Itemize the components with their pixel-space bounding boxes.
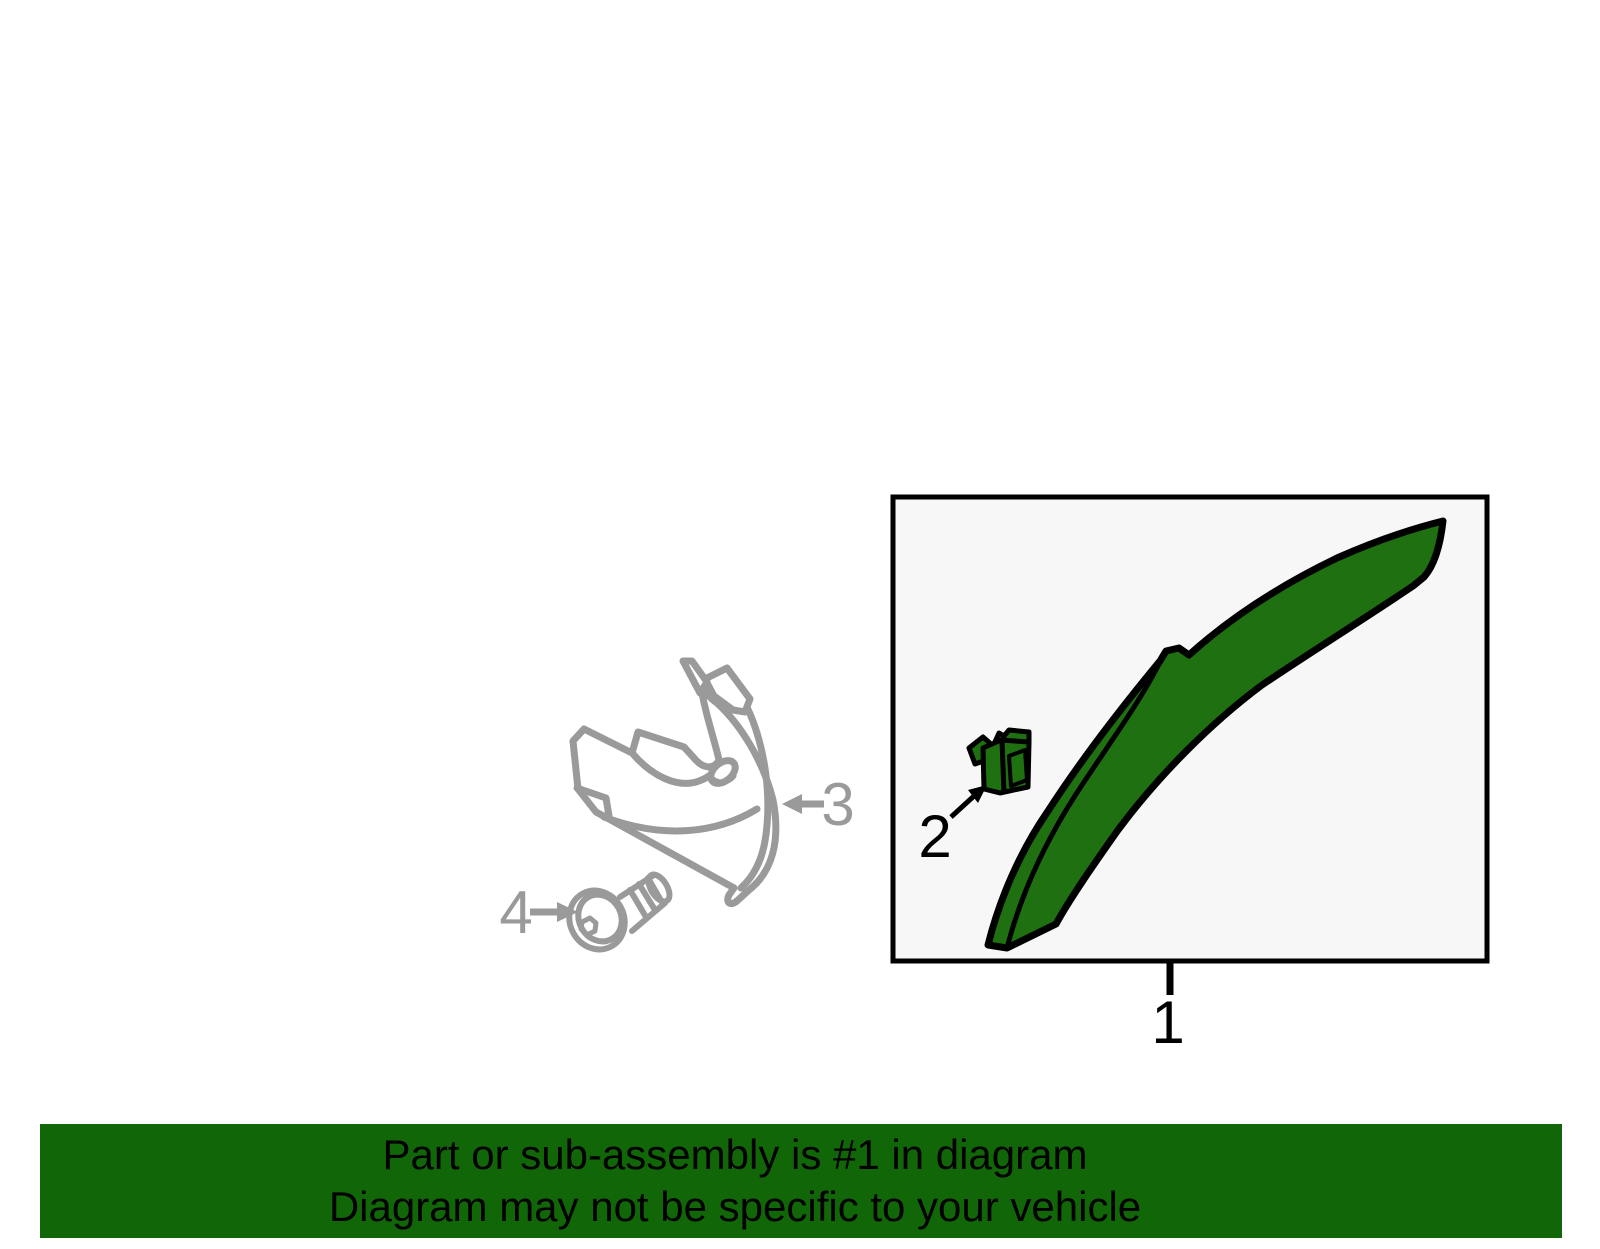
mud-guard-top-flap[interactable] (701, 664, 754, 716)
callout-4-label[interactable]: 4 (499, 879, 532, 946)
molding-crease-line (1005, 655, 1165, 947)
callout-4-arrowhead (557, 902, 578, 922)
screw-torx-recess (578, 915, 599, 938)
mud-guard-rim-line (737, 703, 772, 892)
callout-1: 1 (1151, 963, 1185, 1056)
molding-outline[interactable] (984, 517, 1447, 952)
callout-2-label[interactable]: 2 (918, 803, 951, 870)
highlight-banner: Part or sub-assembly is #1 in diagram Di… (40, 1124, 1562, 1238)
callout-3: 3 (782, 771, 855, 838)
callout-2: 2 (918, 785, 987, 870)
banner-line-2: Diagram may not be specific to your vehi… (328, 1183, 1142, 1230)
callout-1-label[interactable]: 1 (1151, 989, 1184, 1056)
mud-guard-hole-shadow (709, 773, 737, 785)
mud-guard-step-line (573, 784, 613, 820)
banner-line-1: Part or sub-assembly is #1 in diagram (382, 1131, 1088, 1178)
screw-part[interactable] (559, 871, 674, 959)
callout-4: 4 (499, 879, 578, 946)
screw-thread-1 (627, 887, 649, 920)
mud-guard-part[interactable] (569, 657, 780, 908)
mud-guard-top-spike[interactable] (679, 657, 711, 697)
callout-3-label[interactable]: 3 (821, 771, 854, 838)
screw-thread-3 (645, 875, 666, 907)
screw-thread-2 (636, 881, 658, 913)
callout-3-arrowhead (782, 794, 802, 814)
wheel-arch-molding-part[interactable] (984, 517, 1447, 952)
clip-divider-line (999, 738, 1007, 795)
callout-2-arrow-line (949, 794, 976, 819)
clip-inner-panel (1007, 748, 1029, 788)
mud-guard-crease-line (600, 805, 761, 835)
callout-2-arrowhead (968, 785, 987, 803)
